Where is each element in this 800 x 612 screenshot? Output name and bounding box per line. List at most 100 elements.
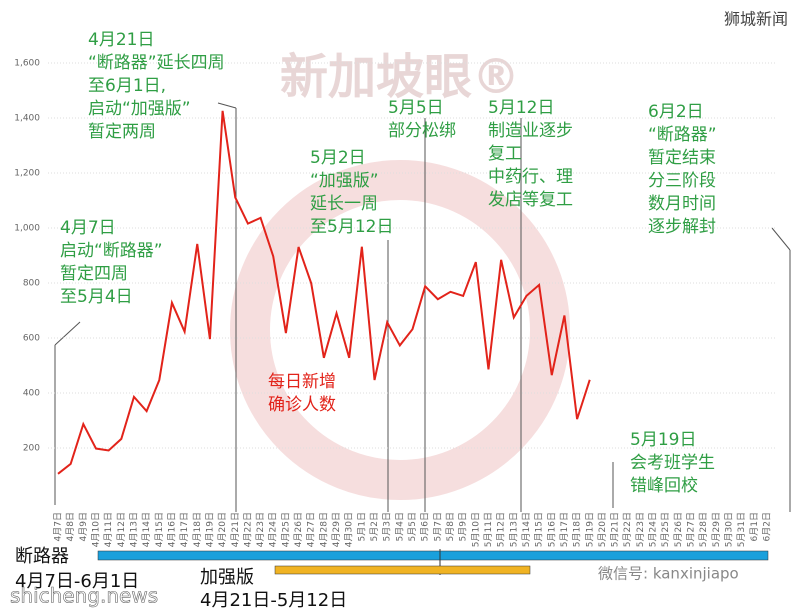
x-tick-label: 5月21日 (610, 512, 621, 547)
annotation: 中药行、理 (488, 167, 573, 187)
x-tick-label: 4月25日 (280, 512, 291, 547)
annotation: 错峰回校 (630, 476, 698, 496)
x-tick-label: 4月22日 (242, 512, 253, 547)
leader-lines (54, 102, 791, 512)
x-tick-label: 5月1日 (356, 512, 367, 541)
annotation: “断路器” (648, 125, 717, 145)
x-tick-label: 4月15日 (154, 512, 165, 547)
x-tick-label: 5月27日 (686, 512, 697, 547)
y-tick-label: 200 (23, 444, 40, 454)
x-tick-label: 5月17日 (559, 512, 570, 547)
x-tick-label: 5月29日 (711, 512, 722, 547)
annotation: 5月2日 (310, 148, 366, 168)
x-tick-label: 5月4日 (394, 512, 405, 541)
y-tick-label: 400 (23, 389, 40, 399)
annotation: 部分松绑 (388, 121, 456, 141)
annotation: 启动“断路器” (60, 241, 163, 261)
x-tick-label: 4月20日 (217, 512, 228, 547)
x-tick-label: 5月15日 (534, 512, 545, 547)
x-tick-label: 4月7日 (53, 512, 64, 541)
x-tick-label: 4月13日 (128, 512, 139, 547)
x-tick-label: 4月24日 (268, 512, 279, 547)
x-tick-label: 4月9日 (78, 512, 89, 541)
x-tick-label: 5月26日 (673, 512, 684, 547)
annotation: 数月时间 (648, 194, 716, 214)
y-tick-label: 1,000 (14, 224, 40, 234)
annotation: 确诊人数 (268, 395, 336, 415)
x-tick-label: 4月28日 (318, 512, 329, 547)
annotation: 5月12日 (488, 98, 554, 118)
x-tick-label: 5月12日 (496, 512, 507, 547)
x-tick-label: 5月13日 (508, 512, 519, 547)
x-tick-label: 4月30日 (344, 512, 355, 547)
x-tick-label: 4月29日 (331, 512, 342, 547)
x-tick-label: 5月2日 (369, 512, 380, 541)
x-tick-label: 4月27日 (306, 512, 317, 547)
x-tick-label: 6月1日 (749, 512, 760, 541)
x-tick-label: 5月6日 (420, 512, 431, 541)
data-line (57, 110, 591, 475)
x-tick-label: 5月23日 (635, 512, 646, 547)
annotation: 至5月12日 (310, 217, 393, 237)
source-top: 狮城新闻 (724, 10, 788, 29)
annotation: 启动“加强版” (88, 99, 191, 119)
x-tick-label: 5月8日 (445, 512, 456, 541)
annotation: 会考班学生 (630, 453, 715, 473)
x-tick-label: 6月2日 (762, 512, 773, 541)
x-tick-label: 5月3日 (382, 512, 393, 541)
annotation: “断路器”延长四周 (88, 53, 225, 73)
annotation: 逐步解封 (648, 217, 716, 237)
x-tick-label: 4月16日 (166, 512, 177, 547)
x-tick-label: 4月26日 (293, 512, 304, 547)
annotation: 至5月4日 (60, 287, 133, 307)
x-tick-label: 5月31日 (736, 512, 747, 547)
annotation: 发店等复工 (488, 190, 573, 210)
x-tick-label: 5月20日 (597, 512, 608, 547)
y-tick-label: 800 (23, 279, 40, 289)
x-tick-label: 5月24日 (648, 512, 659, 547)
x-tick-label: 5月22日 (622, 512, 633, 547)
x-tick-label: 5月16日 (546, 512, 557, 547)
annotation: 暂定结束 (648, 148, 716, 168)
annotation: 复工 (488, 144, 522, 164)
x-tick-label: 5月5日 (407, 512, 418, 541)
phase-bar (97, 550, 769, 561)
source-bottom: shicheng.news (10, 584, 158, 608)
x-tick-label: 4月18日 (192, 512, 203, 547)
annotation: 延长一周 (310, 194, 378, 214)
annotation: 每日新增 (268, 372, 336, 392)
y-tick-label: 1,600 (14, 59, 40, 69)
x-tick-label: 4月17日 (179, 512, 190, 547)
x-tick-label: 4月11日 (103, 512, 114, 547)
x-tick-label: 5月19日 (584, 512, 595, 547)
annotation: 至6月1日, (88, 76, 166, 96)
phase-range: 4月21日-5月12日 (200, 590, 347, 611)
phase-bar (274, 565, 531, 575)
annotation: 制造业逐步 (488, 121, 573, 141)
phase-name: 断路器 (15, 546, 69, 567)
annotation: 4月21日 (88, 30, 154, 50)
annotation: “加强版” (310, 171, 379, 191)
annotation: 暂定两周 (88, 122, 156, 142)
annotation: 5月19日 (630, 430, 696, 450)
wechat: 微信号: kanxinjiapo (598, 565, 739, 583)
y-tick-label: 1,400 (14, 114, 40, 124)
annotation: 分三阶段 (648, 171, 716, 191)
phase-name: 加强版 (200, 567, 254, 588)
x-tick-label: 5月30日 (724, 512, 735, 547)
x-tick-label: 4月8日 (65, 512, 76, 541)
phase-range: 4月7日-6月1日 (15, 571, 139, 592)
x-tick-label: 5月14日 (521, 512, 532, 547)
x-tick-label: 4月19日 (204, 512, 215, 547)
annotation: 暂定四周 (60, 264, 128, 284)
x-tick-label: 5月18日 (572, 512, 583, 547)
x-tick-label: 5月11日 (483, 512, 494, 547)
annotation: 4月7日 (60, 218, 116, 238)
x-tick-label: 5月25日 (660, 512, 671, 547)
watermark-logo (230, 160, 570, 500)
y-tick-label: 600 (23, 334, 40, 344)
annotation: 6月2日 (648, 102, 704, 122)
x-tick-label: 5月7日 (432, 512, 443, 541)
annotation: 5月5日 (388, 98, 444, 118)
